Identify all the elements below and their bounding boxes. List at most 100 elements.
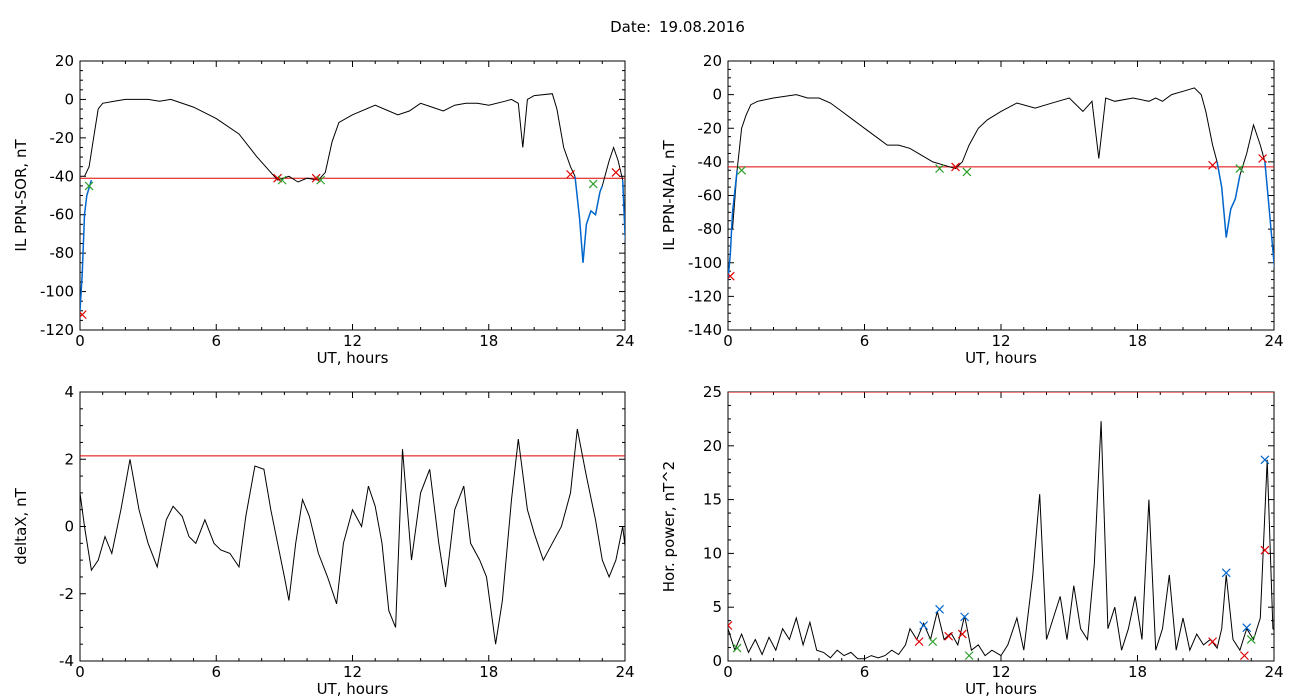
- marker-stroke: [728, 624, 733, 630]
- marker-stroke: [311, 173, 321, 183]
- event-marker: [732, 643, 742, 653]
- marker-stroke: [1275, 630, 1283, 638]
- x-tick-label: 18: [1128, 332, 1147, 350]
- series-line-4: [1264, 161, 1274, 270]
- chart-panel-sor: 0 6 12 18 24 -120 -100 -80 -60 -40 -20 0 20 UT, hours…: [12, 52, 635, 367]
- y-tick-label: -60: [50, 206, 75, 224]
- event-marker: [1208, 637, 1217, 647]
- event-marker: [1246, 635, 1256, 644]
- marker-stroke: [928, 637, 938, 647]
- x-tick-label: 12: [991, 663, 1010, 681]
- marker-stroke: [1260, 545, 1270, 555]
- marker-stroke: [732, 643, 742, 653]
- marker-stroke: [1246, 635, 1256, 644]
- x-tick-label: 0: [75, 663, 85, 681]
- y-tick-label: 15: [703, 491, 722, 509]
- marker-stroke: [914, 637, 924, 647]
- event-marker: [588, 179, 598, 189]
- event-marker: [1235, 164, 1245, 174]
- marker-stroke: [1275, 630, 1283, 638]
- x-tick-label: 24: [615, 663, 634, 681]
- marker-stroke: [728, 271, 735, 280]
- y-tick-label: -20: [50, 129, 75, 147]
- x-tick-label: 0: [723, 663, 733, 681]
- marker-stroke: [316, 175, 326, 185]
- plot-area: [80, 93, 625, 320]
- y-tick-label: -20: [698, 119, 723, 137]
- x-tick-label: 0: [723, 332, 733, 350]
- y-tick-label: 4: [64, 383, 74, 401]
- y-tick-label: 20: [703, 437, 722, 455]
- marker-stroke: [84, 181, 94, 191]
- marker-stroke: [964, 651, 974, 661]
- x-tick-label: 6: [211, 663, 221, 681]
- y-tick-label: -2: [59, 585, 74, 603]
- marker-stroke: [611, 168, 621, 177]
- x-tick-label: 18: [479, 663, 498, 681]
- y-tick-label: 10: [703, 544, 722, 562]
- y-tick-label: -40: [698, 153, 723, 171]
- chart-panel-nal: 0 6 12 18 24 -140 -120 -100 -80 -60 -40 -20 0 20 UT, h…: [660, 52, 1284, 367]
- marker-stroke: [935, 604, 944, 614]
- series-line-0: [728, 421, 1274, 660]
- marker-stroke: [273, 173, 282, 183]
- event-marker: [1260, 455, 1270, 465]
- event-marker: [737, 165, 747, 175]
- y-axis-label: deltaX, nT: [12, 487, 30, 564]
- y-tick-label: -100: [688, 254, 722, 272]
- event-marker: [935, 164, 944, 174]
- event-marker: [935, 604, 944, 614]
- event-marker: [957, 629, 967, 639]
- marker-stroke: [566, 169, 575, 179]
- series-line-1: [80, 179, 93, 311]
- x-tick-label: 6: [860, 332, 870, 350]
- x-tick-label: 18: [1128, 663, 1147, 681]
- series-line-1: [728, 170, 738, 280]
- plot-area: [728, 392, 1283, 661]
- event-marker: [311, 173, 321, 183]
- x-tick-label: 24: [615, 332, 634, 350]
- event-marker: [611, 168, 621, 177]
- y-axis-label: IL PPN-NAL, nT: [660, 140, 678, 251]
- marker-stroke: [80, 310, 87, 318]
- event-marker: [914, 637, 924, 647]
- y-axis-label: Hor. power, nT^2: [660, 461, 678, 592]
- marker-stroke: [1208, 160, 1217, 170]
- marker-stroke: [277, 175, 287, 185]
- marker-stroke: [962, 167, 972, 177]
- marker-stroke: [919, 621, 929, 630]
- event-marker: [962, 167, 972, 177]
- series-line-4: [621, 180, 625, 244]
- event-marker: [1208, 160, 1217, 170]
- y-tick-label: -120: [688, 287, 722, 305]
- marker-stroke: [1260, 455, 1270, 465]
- series-line-2: [574, 176, 603, 263]
- marker-stroke: [1221, 568, 1231, 578]
- plot-frame: [79, 391, 626, 662]
- x-axis-label: UT, hours: [965, 680, 1037, 698]
- date-label: Date:: [610, 18, 651, 36]
- event-marker: [919, 621, 929, 630]
- x-axis-label: UT, hours: [317, 349, 389, 367]
- marker-stroke: [728, 621, 733, 627]
- y-tick-label: -140: [688, 321, 722, 339]
- marker-stroke: [1258, 154, 1268, 163]
- y-tick-label: -80: [50, 244, 75, 262]
- y-tick-label: 20: [703, 52, 722, 70]
- x-tick-label: 0: [75, 332, 85, 350]
- event-marker: [566, 169, 575, 179]
- event-marker: [928, 637, 938, 647]
- y-tick-label: -100: [40, 283, 74, 301]
- event-marker: [80, 310, 87, 320]
- series-line-0: [732, 87, 1218, 230]
- series-line-0: [80, 428, 625, 645]
- event-marker: [277, 175, 287, 185]
- event-marker: [944, 631, 954, 641]
- x-tick-label: 24: [1264, 663, 1283, 681]
- marker-stroke: [1242, 623, 1252, 633]
- date-value: 19.08.2016: [659, 18, 745, 36]
- y-tick-label: 0: [712, 86, 722, 104]
- marker-stroke: [588, 179, 598, 189]
